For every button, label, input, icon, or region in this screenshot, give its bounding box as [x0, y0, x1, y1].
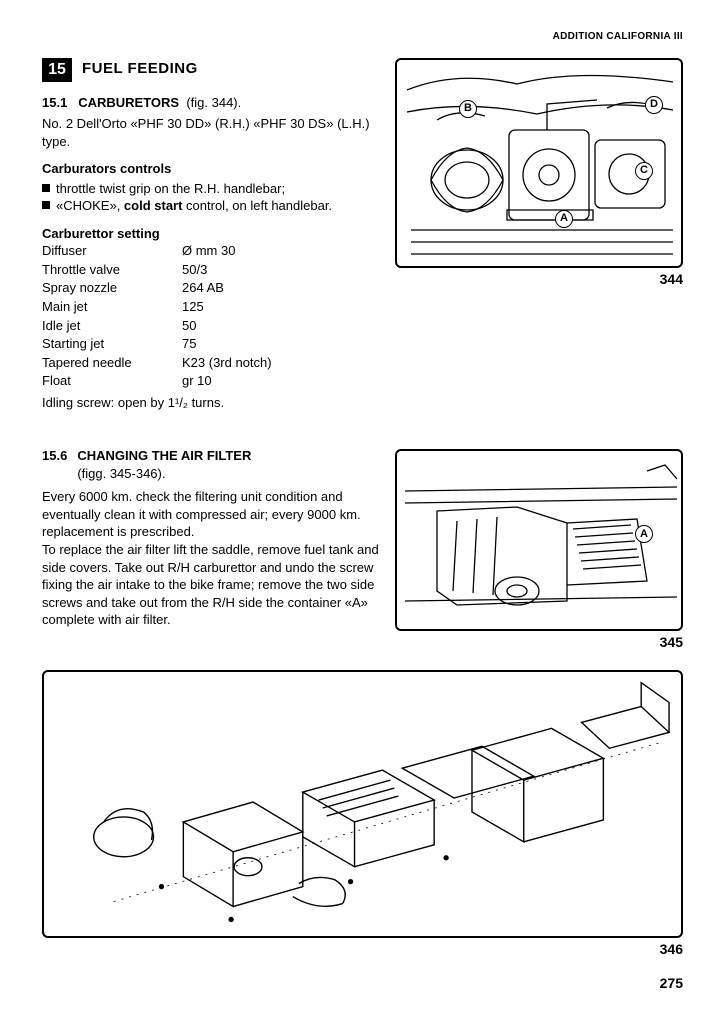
- setting-value: 264 AB: [182, 279, 381, 297]
- subsection-number: 15.6: [42, 447, 67, 465]
- callout-c: C: [635, 162, 653, 180]
- setting-value: Ø mm 30: [182, 242, 381, 260]
- subsection-15-1-heading: 15.1 CARBURETORS (fig. 344).: [42, 94, 381, 112]
- controls-item-2-text: «CHOKE», cold start control, on left han…: [56, 197, 332, 215]
- section-15-row: 15 FUEL FEEDING 15.1 CARBURETORS (fig. 3…: [42, 58, 683, 412]
- setting-label: Diffuser: [42, 242, 182, 260]
- figure-344-number: 344: [395, 270, 683, 289]
- section-15-heading: 15 FUEL FEEDING: [42, 58, 198, 82]
- setting-value: 50/3: [182, 261, 381, 279]
- setting-value: K23 (3rd notch): [182, 354, 381, 372]
- bullet-square-icon: [42, 184, 50, 192]
- figure-346-block: 346: [42, 670, 683, 959]
- callout-d: D: [645, 96, 663, 114]
- setting-table: DiffuserØ mm 30 Throttle valve50/3 Spray…: [42, 242, 381, 389]
- controls-item-1-text: throttle twist grip on the R.H. handleba…: [56, 180, 285, 198]
- page-number: 275: [660, 974, 683, 993]
- setting-value: gr 10: [182, 372, 381, 390]
- setting-heading: Carburettor setting: [42, 225, 381, 243]
- controls-list: throttle twist grip on the R.H. handleba…: [42, 180, 381, 215]
- subsection-title: CARBURETORS: [78, 95, 179, 110]
- setting-label: Throttle valve: [42, 261, 182, 279]
- carburetor-type-text: No. 2 Dell'Orto «PHF 30 DD» (R.H.) «PHF …: [42, 115, 381, 150]
- setting-label: Starting jet: [42, 335, 182, 353]
- idling-note: Idling screw: open by 1¹/₂ turns.: [42, 394, 381, 412]
- subsection-15-6-heading: 15.6 CHANGING THE AIR FILTER (figg. 345-…: [42, 447, 381, 482]
- section-15-6-row: 15.6 CHANGING THE AIR FILTER (figg. 345-…: [42, 447, 683, 652]
- controls-heading: Carburators controls: [42, 160, 381, 178]
- figure-346: [42, 670, 683, 938]
- figure-346-drawing: [44, 672, 681, 938]
- header-addition: ADDITION CALIFORNIA III: [42, 30, 683, 44]
- setting-label: Float: [42, 372, 182, 390]
- setting-value: 50: [182, 317, 381, 335]
- figure-345-number: 345: [395, 633, 683, 652]
- figure-344: B D C A: [395, 58, 683, 268]
- section-15-text-column: 15 FUEL FEEDING 15.1 CARBURETORS (fig. 3…: [42, 58, 381, 412]
- air-filter-body: Every 6000 km. check the filtering unit …: [42, 488, 381, 628]
- setting-label: Tapered needle: [42, 354, 182, 372]
- setting-label: Spray nozzle: [42, 279, 182, 297]
- callout-b: B: [459, 100, 477, 118]
- controls-item-1: throttle twist grip on the R.H. handleba…: [42, 180, 381, 198]
- subsection-title: CHANGING THE AIR FILTER: [77, 448, 251, 463]
- callout-a: A: [555, 210, 573, 228]
- setting-value: 125: [182, 298, 381, 316]
- section-number-badge: 15: [42, 58, 72, 82]
- controls-item-2: «CHOKE», cold start control, on left han…: [42, 197, 381, 215]
- figure-345: A: [395, 449, 683, 631]
- figure-345-column: A 345: [395, 447, 683, 652]
- subsection-figref: (figg. 345-346).: [77, 466, 165, 481]
- setting-label: Idle jet: [42, 317, 182, 335]
- setting-label: Main jet: [42, 298, 182, 316]
- section-15-6-text-column: 15.6 CHANGING THE AIR FILTER (figg. 345-…: [42, 447, 381, 652]
- bullet-square-icon: [42, 201, 50, 209]
- section-title: FUEL FEEDING: [82, 59, 198, 79]
- setting-value: 75: [182, 335, 381, 353]
- subsection-number: 15.1: [42, 95, 67, 110]
- figure-344-column: B D C A 344: [395, 58, 683, 412]
- figure-346-number: 346: [42, 940, 683, 959]
